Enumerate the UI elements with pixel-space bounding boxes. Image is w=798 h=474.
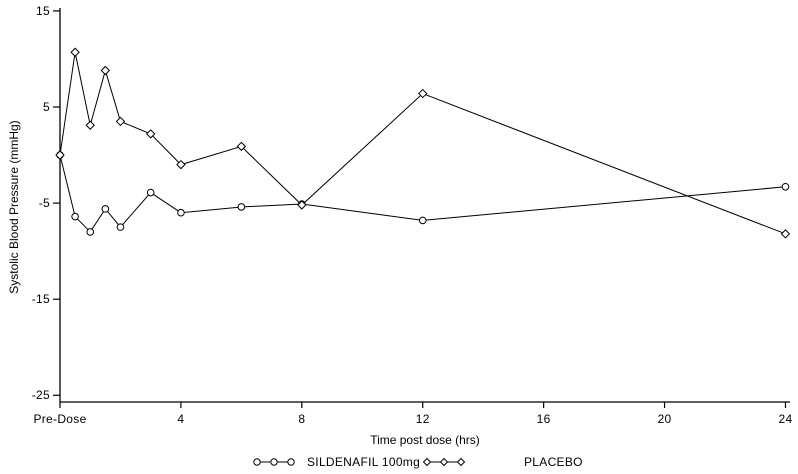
data-point-placebo: [297, 200, 307, 210]
legend-label-sildenafil: SILDENAFIL 100mg: [307, 455, 421, 469]
data-point-sildenafil: [71, 212, 79, 221]
x-tick-label: 4: [177, 412, 185, 426]
data-point-placebo: [85, 120, 95, 130]
data-point-sildenafil: [86, 228, 95, 236]
y-tick-label: 5: [43, 100, 50, 114]
x-tick-label: 20: [657, 412, 672, 426]
data-point-placebo: [176, 159, 186, 170]
series-line-placebo: [59, 52, 786, 235]
data-point-placebo: [780, 229, 791, 239]
data-point-sildenafil: [146, 188, 155, 197]
data-point-placebo: [115, 116, 126, 127]
data-point-sildenafil: [781, 182, 790, 191]
x-tick-label: 12: [415, 412, 430, 426]
y-tick-label: -15: [31, 292, 50, 307]
x-tick-label: 24: [778, 412, 793, 426]
data-point-placebo: [100, 65, 111, 76]
data-point-sildenafil: [237, 203, 246, 211]
x-tick-label: Pre-Dose: [33, 412, 87, 426]
y-tick-label: -25: [31, 388, 50, 403]
data-point-sildenafil: [116, 223, 125, 231]
data-point-sildenafil: [418, 216, 427, 225]
placebo-legend-marker-icon: [422, 457, 466, 467]
x-tick-label: 16: [536, 412, 551, 426]
data-point-placebo: [55, 150, 65, 160]
data-point-placebo: [418, 88, 428, 99]
data-point-sildenafil: [177, 208, 185, 217]
data-point-sildenafil: [101, 205, 110, 213]
data-point-placebo: [70, 47, 80, 57]
y-tick-label: -5: [38, 196, 50, 211]
sildenafil-legend-marker-icon: [253, 458, 295, 466]
y-tick-label: 15: [36, 3, 50, 18]
x-tick-label: 8: [298, 412, 306, 426]
x-axis-title: Time post dose (hrs): [370, 433, 480, 447]
legend-label-placebo: PLACEBO: [524, 455, 583, 469]
data-point-placebo: [145, 129, 156, 139]
data-point-placebo: [236, 141, 247, 152]
